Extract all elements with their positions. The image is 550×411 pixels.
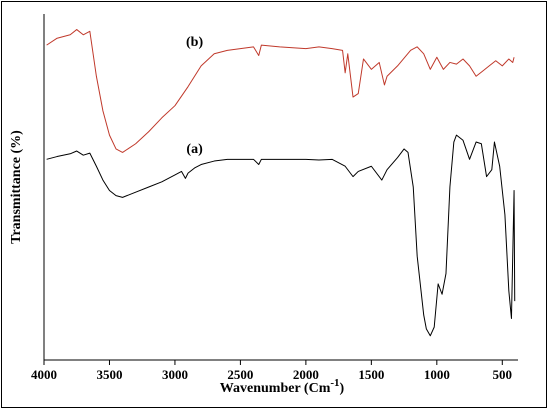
x-tick-label: 2500 (227, 367, 253, 382)
x-ticks: 4000 3500 3000 2500 2000 1500 1000 500 (31, 360, 512, 382)
x-axis-title: Wavenumber (Cm-1) (220, 377, 345, 396)
x-axis-title-main: Wavenumber (Cm (220, 381, 331, 396)
x-tick-label: 1500 (358, 367, 384, 382)
x-axis-title-sup: -1 (330, 377, 339, 389)
x-axis-title-close: ) (340, 381, 345, 396)
axes (43, 14, 518, 361)
y-axis-title: Transmittance (%) (9, 130, 24, 244)
x-tick-label: 3000 (162, 367, 188, 382)
series-label-0: (a) (186, 142, 203, 157)
series-label-1: (b) (186, 35, 203, 50)
x-tick-label: 2000 (293, 367, 319, 382)
x-tick-label: 4000 (31, 367, 57, 382)
x-tick-label: 1000 (424, 367, 450, 382)
series-line-1 (46, 29, 515, 153)
series-labels: (a) (b) (186, 35, 203, 157)
x-tick-label: 3500 (96, 367, 122, 382)
series-layer (46, 29, 516, 337)
x-tick-label: 500 (493, 367, 513, 382)
series-line-0 (46, 134, 516, 337)
